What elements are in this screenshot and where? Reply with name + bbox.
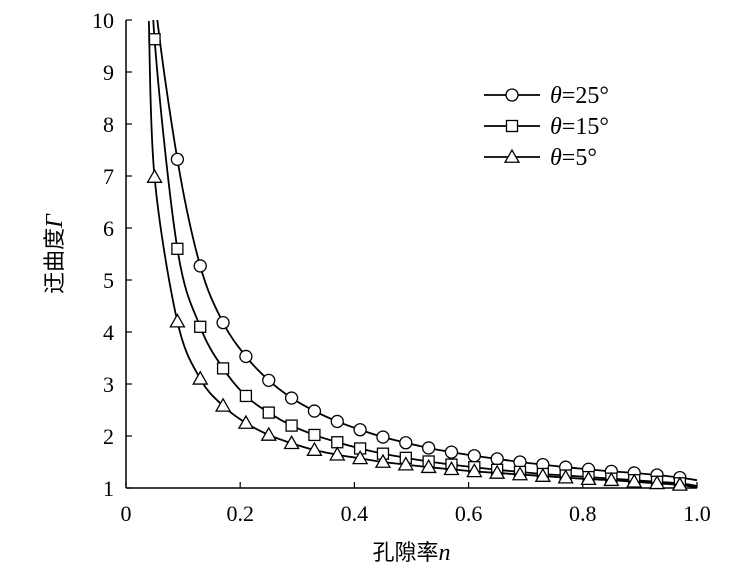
data-point	[148, 33, 161, 46]
data-point	[330, 414, 344, 429]
data-point	[557, 469, 574, 484]
y-tick-label: 5	[103, 268, 114, 293]
data-point	[306, 441, 323, 456]
legend-label: θ=25°	[550, 83, 609, 109]
legend-item: θ=25°	[484, 83, 609, 109]
data-point	[353, 423, 367, 437]
x-tick-label: 0.8	[569, 501, 597, 526]
y-axis-label: 迂曲度Γ	[42, 213, 68, 294]
data-point	[283, 434, 300, 450]
data-point	[331, 436, 344, 449]
series-circle	[156, 20, 697, 485]
data-point	[443, 460, 460, 476]
legend-marker	[505, 119, 519, 133]
legend-label: θ=5°	[550, 145, 597, 171]
x-tick-label: 0.6	[455, 501, 483, 526]
data-point	[376, 430, 390, 444]
x-tick-label: 0.4	[341, 501, 369, 526]
data-point	[648, 475, 666, 490]
y-tick-label: 2	[103, 424, 114, 449]
legend-value: =5°	[562, 145, 597, 171]
data-point	[307, 404, 322, 418]
legend-var: θ	[550, 114, 562, 140]
legend-marker	[505, 88, 519, 102]
data-point	[262, 406, 275, 419]
y-tick-label: 1	[103, 476, 114, 501]
legend-marker	[503, 148, 521, 163]
series-line	[147, 21, 697, 488]
y-tick-label: 3	[103, 372, 114, 397]
y-tick-label: 6	[103, 216, 114, 241]
data-point	[171, 242, 184, 255]
data-point	[399, 436, 413, 450]
series-line	[156, 20, 697, 482]
data-point	[216, 315, 230, 330]
data-point	[467, 449, 481, 463]
data-point	[284, 391, 299, 405]
legend-value: =15°	[562, 114, 609, 140]
data-point	[329, 446, 346, 461]
y-tick-label: 7	[103, 164, 114, 189]
legend-label: θ=15°	[550, 114, 609, 140]
data-point	[237, 414, 255, 429]
data-point	[444, 445, 459, 459]
series-triangle	[146, 21, 697, 491]
legend-var: θ	[550, 83, 562, 109]
data-point	[262, 373, 276, 388]
x-tick-label: 0.2	[226, 501, 254, 526]
legend-item: θ=5°	[484, 145, 597, 171]
data-point	[285, 419, 298, 432]
x-tick-label: 0	[121, 501, 132, 526]
y-tick-label: 9	[103, 60, 114, 85]
data-point	[239, 349, 253, 364]
series-group	[146, 20, 697, 491]
data-point	[421, 441, 436, 455]
legend-item: θ=15°	[484, 114, 609, 140]
data-point	[489, 464, 506, 479]
data-point	[239, 389, 253, 403]
x-tick-label: 1.0	[683, 501, 711, 526]
x-axis-label-text: 孔隙率	[372, 541, 438, 566]
legend-value: =25°	[562, 83, 609, 109]
legend-var: θ	[550, 145, 562, 171]
data-point	[146, 168, 163, 183]
series-square	[148, 20, 697, 490]
data-point	[626, 473, 643, 488]
data-point	[170, 152, 185, 167]
data-point	[580, 470, 597, 486]
data-point	[192, 370, 209, 385]
data-point	[374, 453, 392, 468]
data-point	[420, 458, 437, 474]
data-point	[511, 466, 529, 481]
y-axis-label-text: 迂曲度	[43, 228, 68, 294]
data-point	[169, 313, 186, 328]
data-point	[214, 397, 232, 412]
data-point	[534, 467, 551, 482]
data-point	[466, 463, 483, 478]
data-point	[308, 428, 321, 442]
data-point	[671, 476, 688, 491]
y-tick-label: 4	[103, 320, 114, 345]
x-axis-label: 孔隙率n	[372, 540, 450, 566]
y-tick-label: 10	[92, 8, 114, 33]
data-point	[490, 452, 504, 466]
ticks: 0 0.2 0.4 0.6 0.8 1.0 1 2 3 4 5 6 7 8 9 10	[92, 8, 711, 526]
legend: θ=25°θ=15°θ=5°	[484, 83, 609, 171]
data-point	[194, 320, 207, 333]
data-point	[603, 471, 620, 487]
data-point	[193, 259, 207, 273]
y-tick-label: 8	[103, 112, 114, 137]
data-point	[216, 362, 230, 375]
data-point	[351, 450, 369, 465]
x-axis-label-var: n	[439, 540, 451, 566]
axes-frame	[125, 20, 697, 489]
y-axis-label-var: Γ	[42, 213, 68, 229]
data-point	[397, 456, 414, 471]
data-point	[260, 426, 277, 441]
